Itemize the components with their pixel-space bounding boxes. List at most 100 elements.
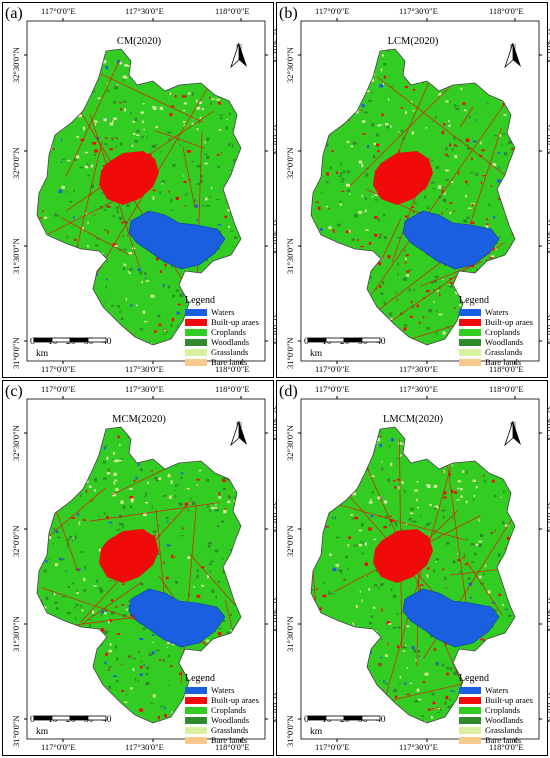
longitude-tick-label: 117°0'0"E: [315, 384, 350, 394]
legend-item-label: Waters: [211, 307, 235, 317]
latitude-tick-label: 31°0'0"N: [545, 691, 550, 723]
scale-unit: km: [36, 349, 49, 359]
legend-item-label: Built-up araes: [485, 317, 533, 327]
longitude-tick-label: 117°0'0"E: [41, 742, 76, 752]
longitude-tick-label: 118°0'0"E: [215, 364, 250, 374]
urban-area: [373, 529, 433, 583]
legend-item: Waters: [185, 307, 259, 317]
urban-area: [99, 529, 159, 583]
legend-swatch: [459, 706, 481, 714]
north-arrow-icon: N: [503, 421, 523, 447]
legend-item-label: Woodlands: [485, 337, 524, 347]
land-cover-map: [298, 18, 542, 364]
legend-swatch: [185, 328, 207, 336]
latitude-tick-label: 31°0'0"N: [285, 337, 295, 369]
panel-label: (a): [5, 5, 23, 22]
north-arrow-shape: [230, 43, 247, 69]
scale-label: 0: [304, 337, 309, 347]
longitude-tick-label: 117°0'0"E: [41, 384, 76, 394]
legend-swatch: [459, 716, 481, 724]
land-cover-map: [298, 396, 542, 742]
latitude-tick-label: 31°0'0"N: [11, 337, 21, 369]
longitude-tick-label: 118°0'0"E: [489, 6, 524, 16]
scale-bar-graphic: [307, 337, 381, 343]
legend-item: Waters: [185, 685, 259, 695]
latitude-tick-label: 32°0'0"N: [11, 525, 21, 557]
legend-item-label: Bare lands: [485, 735, 522, 745]
latitude-tick-label: 31°30'0"N: [545, 218, 550, 254]
longitude-tick-label: 118°0'0"E: [215, 742, 250, 752]
latitude-tick-label: 31°0'0"N: [545, 313, 550, 345]
lake: [128, 588, 226, 648]
land-cover-map: [24, 396, 268, 742]
legend-item-label: Waters: [485, 307, 509, 317]
scale-label: 40: [376, 337, 386, 347]
legend-item: Bare lands: [459, 735, 533, 745]
legend-swatch: [459, 308, 481, 316]
legend-item: Waters: [459, 685, 533, 695]
urban-area: [99, 151, 159, 205]
lake: [402, 210, 500, 270]
legend: Legend Waters Built-up araes Croplands Woodl…: [185, 295, 259, 367]
legend-swatch: [185, 686, 207, 694]
legend-swatch: [185, 716, 207, 724]
legend-item: Bare lands: [185, 735, 259, 745]
boundary-outline: [36, 426, 242, 724]
panel-title: LMCM(2020): [382, 414, 444, 425]
legend-item-label: Bare lands: [485, 357, 522, 367]
legend-item: Waters: [459, 307, 533, 317]
longitude-tick-label: 117°30'0"E: [125, 384, 164, 394]
legend-item: Croplands: [185, 705, 259, 715]
legend-swatch: [185, 726, 207, 734]
latitude-tick-label: 31°30'0"N: [11, 616, 21, 652]
latitude-tick-label: 31°30'0"N: [285, 238, 295, 274]
legend-swatch: [459, 736, 481, 744]
longitude-tick-label: 117°0'0"E: [41, 6, 76, 16]
legend-swatch: [185, 318, 207, 326]
legend-item-label: Woodlands: [211, 337, 250, 347]
legend-item-label: Bare lands: [211, 735, 248, 745]
latitude-tick-label: 31°0'0"N: [11, 715, 21, 747]
north-arrow-shape: [230, 421, 247, 447]
legend-item-label: Croplands: [485, 705, 520, 715]
north-arrow-icon: N: [503, 43, 523, 69]
longitude-tick-label: 117°30'0"E: [125, 6, 164, 16]
legend-item: Woodlands: [185, 337, 259, 347]
legend-item: Grasslands: [185, 347, 259, 357]
map-panel-c: (c) MCM(2020) 117°0'0"E 117°0'0"E 117°30'0"E…: [2, 380, 281, 756]
longitude-tick-label: 117°0'0"E: [41, 364, 76, 374]
legend-item: Croplands: [185, 327, 259, 337]
longitude-tick-label: 117°30'0"E: [125, 742, 164, 752]
legend-swatch: [459, 328, 481, 336]
latitude-tick-label: 32°30'0"N: [285, 47, 295, 83]
legend-swatch: [185, 338, 207, 346]
scale-unit: km: [36, 727, 49, 737]
legend-item: Bare lands: [459, 357, 533, 367]
scale-bar: 010203040km: [304, 337, 402, 359]
panel-label: (c): [5, 383, 23, 400]
latitude-tick-label: 32°30'0"N: [11, 425, 21, 461]
legend: Legend Waters Built-up araes Croplands Woodl…: [185, 673, 259, 745]
legend-swatch: [459, 696, 481, 704]
scale-bar: 010203040km: [304, 715, 402, 737]
map-panel-b: (b) LCM(2020) 117°0'0"E 117°0'0"E 117°30'0"E…: [276, 2, 550, 378]
legend-swatch: [459, 686, 481, 694]
legend-title: Legend: [185, 673, 215, 684]
longitude-tick-label: 118°0'0"E: [489, 742, 524, 752]
panel-label: (b): [279, 5, 298, 22]
legend-item: Built-up araes: [459, 317, 533, 327]
north-arrow-icon: N: [229, 421, 249, 447]
legend-swatch: [185, 348, 207, 356]
scale-unit: km: [310, 349, 323, 359]
legend-item-label: Croplands: [211, 705, 246, 715]
legend-swatch: [459, 338, 481, 346]
latitude-tick-label: 32°0'0"N: [285, 525, 295, 557]
legend-item-label: Grasslands: [485, 347, 523, 357]
scale-unit: km: [310, 727, 323, 737]
longitude-tick-label: 117°30'0"E: [399, 384, 438, 394]
map-frame: [300, 398, 540, 740]
legend-item-label: Grasslands: [211, 725, 249, 735]
legend-item-label: Built-up araes: [211, 317, 259, 327]
scale-bar-graphic: [33, 337, 107, 343]
panel-title: LCM(2020): [387, 36, 439, 47]
